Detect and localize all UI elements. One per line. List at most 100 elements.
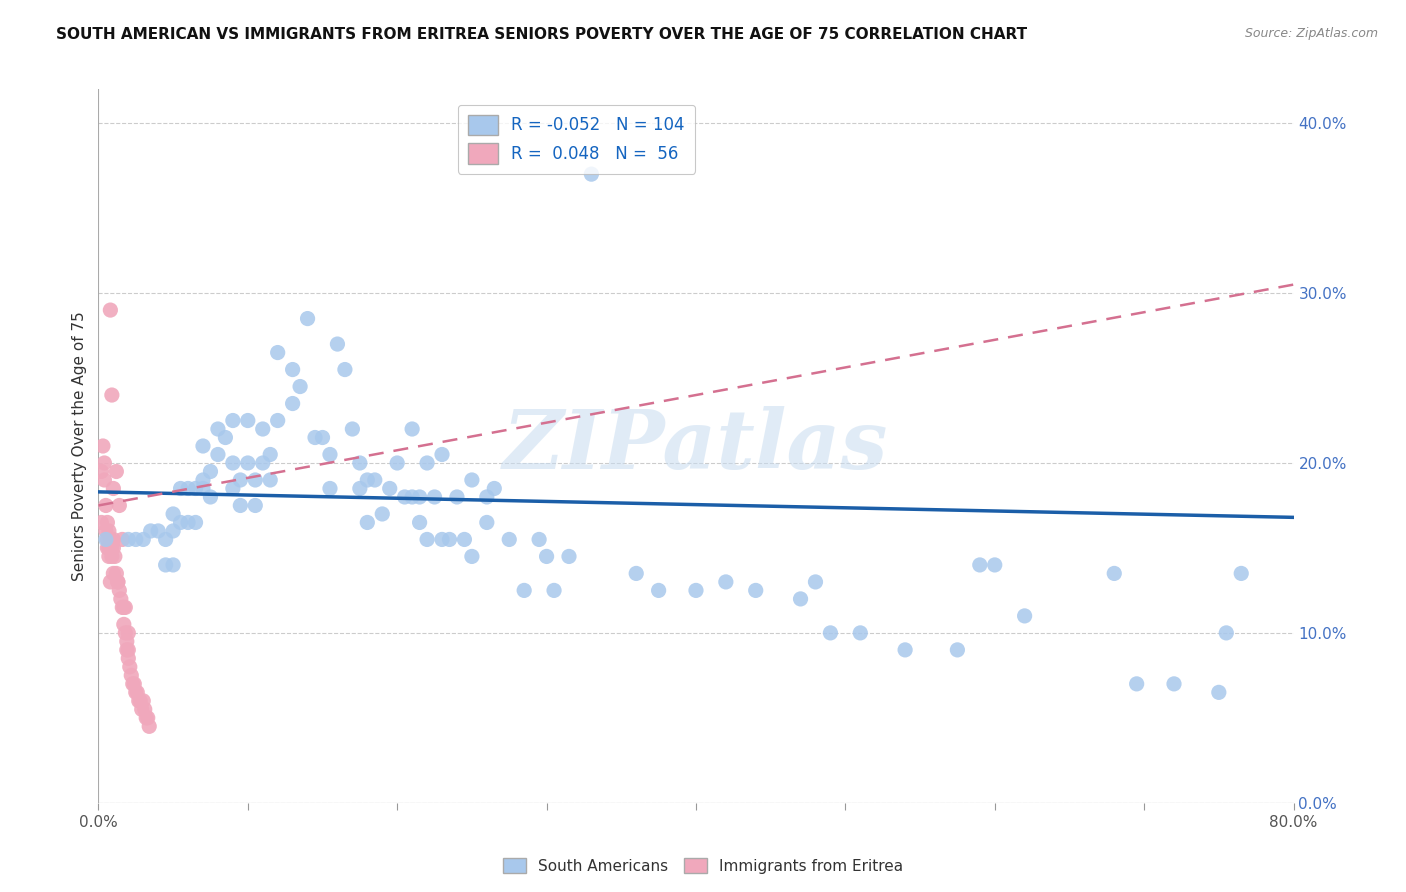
Point (125, 685, 148, 699)
Point (408, 490, 430, 504)
Point (120, 668, 142, 682)
Y-axis label: Seniors Poverty Over the Age of 75: Seniors Poverty Over the Age of 75 (72, 311, 87, 581)
Point (453, 533, 475, 547)
Point (356, 473, 378, 487)
Point (513, 583, 536, 598)
Point (558, 549, 581, 564)
Point (135, 711, 157, 725)
Point (326, 337, 349, 351)
Point (461, 549, 484, 564)
Point (177, 516, 200, 530)
Point (131, 702, 153, 716)
Point (222, 456, 245, 470)
Point (101, 541, 124, 555)
Point (416, 456, 439, 470)
Point (200, 465, 222, 479)
Point (127, 685, 149, 699)
Point (90, 516, 112, 530)
Point (184, 516, 207, 530)
Point (90, 465, 112, 479)
Point (96, 516, 118, 530)
Point (439, 533, 461, 547)
Point (101, 388, 124, 402)
Point (804, 574, 827, 589)
Point (191, 473, 214, 487)
Point (371, 507, 394, 521)
Point (139, 524, 162, 538)
Point (394, 490, 416, 504)
Point (401, 490, 423, 504)
Point (132, 533, 155, 547)
Point (191, 482, 214, 496)
Point (1230, 566, 1253, 581)
Point (229, 473, 252, 487)
Point (378, 482, 401, 496)
Point (207, 422, 229, 436)
Point (191, 439, 214, 453)
Point (789, 591, 811, 606)
Point (114, 600, 136, 615)
Point (100, 574, 122, 589)
Point (103, 482, 125, 496)
Point (177, 482, 200, 496)
Point (1104, 566, 1126, 581)
Point (475, 490, 498, 504)
Point (245, 473, 267, 487)
Point (311, 430, 333, 444)
Point (820, 626, 842, 640)
Point (1208, 685, 1230, 699)
Point (155, 533, 177, 547)
Point (108, 583, 131, 598)
Point (93, 456, 115, 470)
Point (1125, 677, 1147, 691)
Point (626, 566, 648, 581)
Point (475, 516, 498, 530)
Point (162, 558, 184, 572)
Point (446, 490, 468, 504)
Point (1014, 608, 1036, 623)
Point (461, 473, 484, 487)
Legend: R = -0.052   N = 104, R =  0.048   N =  56: R = -0.052 N = 104, R = 0.048 N = 56 (458, 104, 695, 174)
Point (685, 583, 707, 598)
Point (128, 694, 150, 708)
Point (103, 533, 125, 547)
Point (408, 516, 430, 530)
Point (222, 482, 245, 496)
Point (138, 719, 160, 733)
Point (114, 626, 136, 640)
Point (162, 507, 184, 521)
Point (117, 626, 139, 640)
Point (288, 379, 311, 393)
Point (94, 499, 117, 513)
Point (107, 574, 129, 589)
Point (200, 490, 222, 504)
Point (112, 617, 135, 632)
Text: SOUTH AMERICAN VS IMMIGRANTS FROM ERITREA SENIORS POVERTY OVER THE AGE OF 75 COR: SOUTH AMERICAN VS IMMIGRANTS FROM ERITRE… (56, 27, 1028, 42)
Point (385, 456, 409, 470)
Point (342, 422, 364, 436)
Point (103, 566, 125, 581)
Point (281, 362, 304, 376)
Point (946, 643, 969, 657)
Point (129, 694, 152, 708)
Point (304, 430, 326, 444)
Point (169, 516, 191, 530)
Point (134, 702, 156, 716)
Point (91, 439, 114, 453)
Point (169, 482, 191, 496)
Point (894, 643, 917, 657)
Point (214, 430, 236, 444)
Point (108, 499, 131, 513)
Point (155, 558, 177, 572)
Point (117, 533, 139, 547)
Point (543, 583, 565, 598)
Point (969, 558, 991, 572)
Point (267, 345, 290, 359)
Point (111, 600, 134, 615)
Point (297, 311, 319, 326)
Point (745, 583, 768, 598)
Point (117, 643, 139, 657)
Point (252, 422, 274, 436)
Point (107, 574, 129, 589)
Point (259, 448, 281, 462)
